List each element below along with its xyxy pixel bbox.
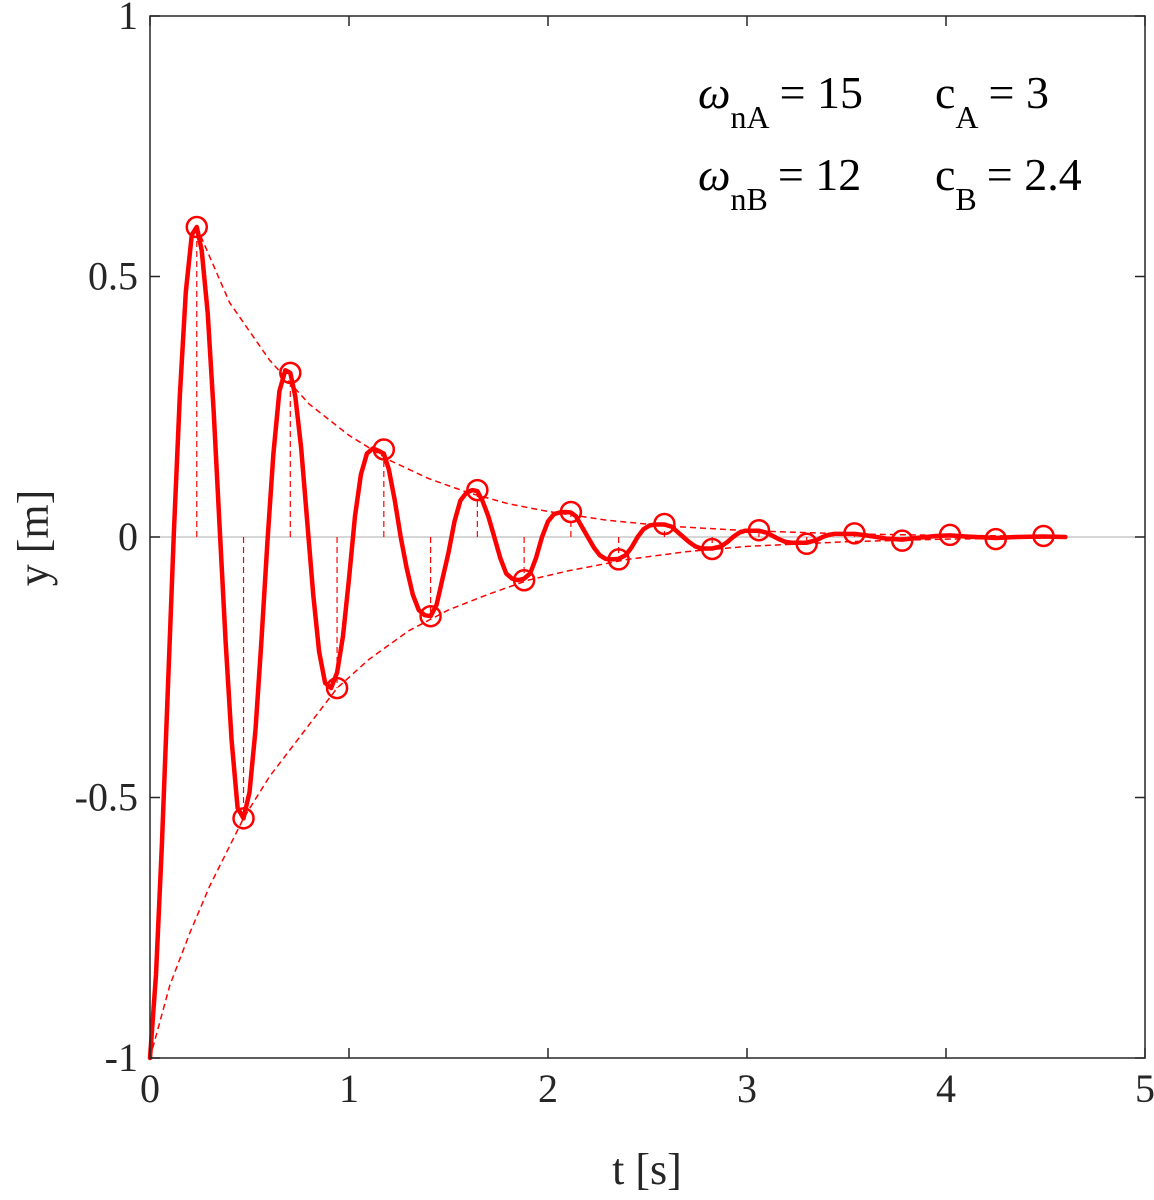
peak-marker (419, 604, 442, 628)
peak-marker (747, 518, 771, 542)
y-tick-label: 0 (118, 514, 138, 559)
parameter-annotation: ωnA = 15 cA = 3 ωnB = 12 cB = 2.4 (698, 67, 1082, 217)
annotation-line-2: ωnB = 12 cB = 2.4 (698, 149, 1082, 217)
peak-marker (185, 215, 209, 239)
peak-marker (795, 532, 818, 556)
peak-marker (700, 537, 724, 561)
peak-marker (843, 522, 866, 545)
peak-marker (653, 512, 676, 536)
y-tick-label: 0.5 (88, 254, 138, 299)
c-subscript: A (955, 99, 978, 135)
omega-symbol: ω (698, 67, 730, 118)
peak-marker (607, 548, 630, 571)
peak-marker (512, 568, 536, 592)
omega-value: = 15 (780, 67, 863, 118)
x-tick-label: 0 (140, 1066, 160, 1111)
peak-marker-layer (185, 215, 1055, 830)
envelope-layer (149, 226, 1046, 1059)
peak-marker (466, 478, 489, 502)
x-tick-label: 1 (339, 1066, 359, 1111)
x-tick-label: 2 (538, 1066, 558, 1111)
upper-envelope-line (196, 226, 1046, 537)
peak-marker (559, 500, 583, 524)
c-symbol: c (935, 149, 955, 200)
response-line-layer (147, 224, 1068, 1061)
omega-subscript: nA (730, 99, 769, 135)
x-tick-label: 3 (737, 1066, 757, 1111)
c-value: = 3 (989, 67, 1049, 118)
peak-stem-layer (196, 227, 1045, 819)
omega-value: = 12 (778, 149, 861, 200)
peak-marker (984, 527, 1007, 551)
axes-layer (149, 15, 1146, 1059)
lower-envelope-line (149, 537, 1046, 1059)
y-tick-label: 1 (118, 0, 138, 38)
omega-subscript: nB (730, 181, 767, 217)
annotation-line-1: ωnA = 15 cA = 3 (698, 67, 1049, 135)
peak-marker (1032, 524, 1055, 548)
x-tick-label: 4 (936, 1066, 956, 1111)
c-subscript: B (955, 181, 976, 217)
omega-symbol: ω (698, 149, 730, 200)
peak-marker (325, 676, 349, 700)
y-tick-label: -1 (105, 1035, 138, 1080)
peak-marker (232, 807, 255, 830)
peak-marker (372, 438, 396, 461)
y-tick-label: -0.5 (75, 775, 138, 820)
x-axis-label: t [s] (612, 1145, 682, 1194)
y-axis-label: y [m] (9, 490, 58, 587)
c-symbol: c (935, 67, 955, 118)
peak-marker (890, 529, 914, 552)
peak-marker (279, 361, 302, 385)
x-tick-label: 5 (1135, 1066, 1154, 1111)
tick-label-layer: 0 1 2 3 4 5 -1 -0.5 0 0.5 1 (75, 0, 1154, 1111)
peak-marker (938, 523, 962, 547)
c-value: = 2.4 (987, 149, 1082, 200)
response-line (147, 224, 1068, 1061)
